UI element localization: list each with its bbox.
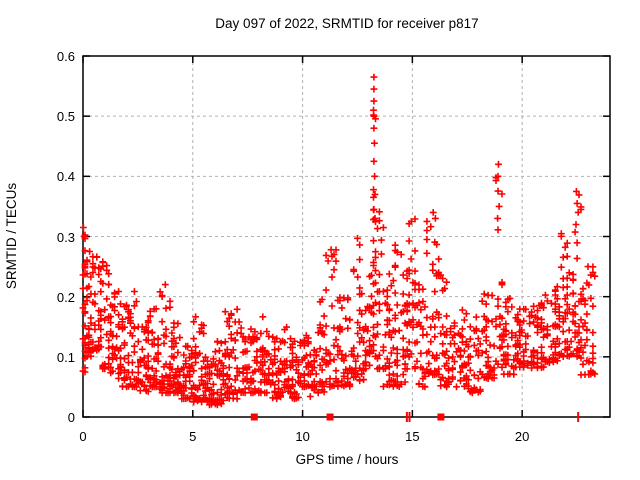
y-tick-label: 0.2 (56, 289, 75, 305)
baseline-square-marker (326, 413, 334, 421)
y-tick-label: 0.1 (56, 349, 75, 365)
y-tick-label: 0.5 (56, 109, 75, 125)
chart-title: Day 097 of 2022, SRMTID for receiver p81… (215, 16, 479, 31)
y-tick-label: 0 (67, 410, 75, 425)
y-tick-label: 0.4 (56, 169, 75, 185)
baseline-thin-marker (405, 412, 408, 422)
baseline-square-marker (250, 413, 258, 421)
x-tick-label: 20 (514, 429, 530, 444)
x-tick-label: 15 (405, 429, 420, 444)
baseline-square-marker (437, 413, 445, 421)
data-points-plus-markers (79, 73, 599, 409)
x-axis-label: GPS time / hours (295, 452, 399, 467)
y-tick-label: 0.6 (56, 49, 75, 64)
baseline-thin-marker (408, 412, 411, 422)
x-tick-label: 5 (189, 429, 197, 444)
x-tick-label: 0 (79, 429, 87, 444)
y-tick-label: 0.3 (56, 229, 75, 245)
baseline-thin-marker (577, 412, 580, 422)
x-tick-label: 10 (295, 429, 310, 444)
